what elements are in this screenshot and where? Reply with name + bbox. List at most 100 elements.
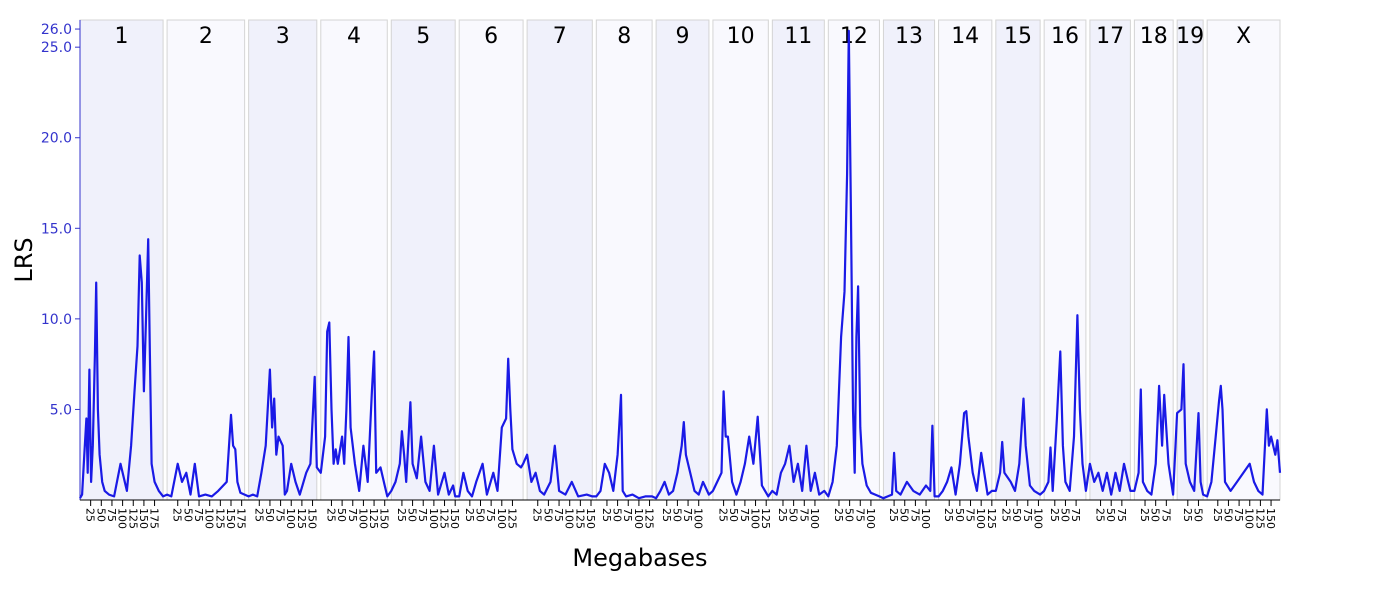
chromosome-label-12: 12 <box>840 24 868 49</box>
x-tick-label-5-150: 150 <box>448 508 461 529</box>
x-tick-label-9-100: 100 <box>692 508 705 529</box>
chromosome-label-6: 6 <box>484 24 498 49</box>
chromosome-label-18: 18 <box>1140 24 1168 49</box>
x-tick-label-8-100: 100 <box>632 508 645 529</box>
x-tick-label-1-25: 25 <box>84 508 97 522</box>
x-tick-label-10-25: 25 <box>717 508 730 522</box>
chromosome-band-10 <box>712 19 769 501</box>
x-tick-label-1-150: 150 <box>137 508 150 529</box>
x-tick-label-3-125: 125 <box>295 508 308 529</box>
x-tick-label-12-75: 75 <box>853 508 866 522</box>
lrs-line <box>79 29 1282 500</box>
x-tick-label-8-50: 50 <box>611 508 624 522</box>
x-tick-label-12-25: 25 <box>832 508 845 522</box>
x-axis-title: Megabases <box>572 544 707 572</box>
x-tick-label-7-150: 150 <box>584 508 597 529</box>
x-tick-label-1-100: 100 <box>116 508 129 529</box>
x-tick-label-2-50: 50 <box>181 508 194 522</box>
x-tick-label-12-100: 100 <box>864 508 877 529</box>
chromosome-band-3 <box>248 19 318 501</box>
x-tick-label-4-75: 75 <box>346 508 359 522</box>
x-tick-label-1-50: 50 <box>94 508 107 522</box>
x-tick-label-14-50: 50 <box>953 508 966 522</box>
chromosome-band-2 <box>166 19 246 501</box>
chromosome-band-11 <box>771 19 825 501</box>
x-tick-label-2-125: 125 <box>213 508 226 529</box>
chromosome-band-15 <box>995 19 1041 501</box>
x-tick-label-X-25: 25 <box>1211 508 1224 522</box>
lrs-series <box>79 29 1282 500</box>
x-tick-label-19-25: 25 <box>1181 508 1194 522</box>
x-tick-label-17-50: 50 <box>1104 508 1117 522</box>
x-tick-label-5-75: 75 <box>416 508 429 522</box>
x-tick-label-5-125: 125 <box>438 508 451 529</box>
x-tick-label-9-50: 50 <box>670 508 683 522</box>
y-tick-label-25.0: 25.0 <box>41 40 72 56</box>
x-tick-label-2-175: 175 <box>235 508 248 529</box>
x-tick-label-9-75: 75 <box>681 508 694 522</box>
x-tick-label-4-100: 100 <box>356 508 369 529</box>
x-tick-label-1-75: 75 <box>105 508 118 522</box>
x-tick-label-9-25: 25 <box>660 508 673 522</box>
x-tick-label-X-125: 125 <box>1253 508 1266 529</box>
x-tick-label-7-100: 100 <box>563 508 576 529</box>
x-tick-label-11-50: 50 <box>787 508 800 522</box>
chromosome-band-7 <box>526 19 593 501</box>
x-tick-label-5-25: 25 <box>395 508 408 522</box>
x-tick-label-X-50: 50 <box>1221 508 1234 522</box>
y-tick-label-10.0: 10.0 <box>41 312 72 328</box>
x-tick-label-19-50: 50 <box>1191 508 1204 522</box>
x-tick-label-15-50: 50 <box>1010 508 1023 522</box>
x-tick-label-3-50: 50 <box>263 508 276 522</box>
x-tick-label-X-150: 150 <box>1264 508 1277 529</box>
x-tick-label-6-100: 100 <box>495 508 508 529</box>
x-tick-label-16-25: 25 <box>1048 508 1061 522</box>
x-tick-label-17-75: 75 <box>1115 508 1128 522</box>
x-tick-label-11-25: 25 <box>776 508 789 522</box>
chromosome-labels: 1 2 3 4 5 6 7 8 9 10 11 12 13 14 15 16 17 18 19 X <box>115 24 1252 49</box>
x-tick-label-8-125: 125 <box>643 508 656 529</box>
chromosome-label-15: 15 <box>1004 24 1032 49</box>
x-tick-label-16-50: 50 <box>1058 508 1071 522</box>
x-tick-label-1-175: 175 <box>148 508 161 529</box>
chromosome-label-2: 2 <box>199 24 213 49</box>
x-tick-label-13-100: 100 <box>919 508 932 529</box>
x-tick-label-17-25: 25 <box>1094 508 1107 522</box>
x-tick-label-7-125: 125 <box>573 508 586 529</box>
chromosome-label-17: 17 <box>1096 24 1124 49</box>
chromosome-band-5 <box>390 19 456 501</box>
chromosome-bands <box>79 19 1281 501</box>
x-tick-label-4-50: 50 <box>335 508 348 522</box>
x-tick-label-14-100: 100 <box>974 508 987 529</box>
x-tick-label-7-75: 75 <box>552 508 565 522</box>
chromosome-label-11: 11 <box>784 24 812 49</box>
chromosome-label-5: 5 <box>416 24 430 49</box>
x-tick-label-5-50: 50 <box>406 508 419 522</box>
x-tick-label-14-75: 75 <box>964 508 977 522</box>
chromosome-label-4: 4 <box>347 24 361 49</box>
y-tick-label-5.0: 5.0 <box>50 402 72 418</box>
x-tick-label-15-25: 25 <box>999 508 1012 522</box>
x-tick-label-6-25: 25 <box>463 508 476 522</box>
chromosome-label-7: 7 <box>553 24 567 49</box>
chromosome-label-13: 13 <box>895 24 923 49</box>
x-tick-label-3-75: 75 <box>274 508 287 522</box>
x-tick-label-16-75: 75 <box>1069 508 1082 522</box>
chromosome-band-13 <box>882 19 936 501</box>
x-tick-label-10-125: 125 <box>759 508 772 529</box>
chromosome-band-8 <box>595 19 653 501</box>
x-tick-label-2-100: 100 <box>203 508 216 529</box>
x-tick-label-3-25: 25 <box>252 508 265 522</box>
x-tick-label-10-100: 100 <box>749 508 762 529</box>
x-tick-label-14-125: 125 <box>985 508 998 529</box>
x-tick-label-3-100: 100 <box>284 508 297 529</box>
chromosome-label-19: 19 <box>1176 24 1204 49</box>
x-tick-label-13-50: 50 <box>898 508 911 522</box>
x-tick-label-12-50: 50 <box>843 508 856 522</box>
x-tick-label-15-100: 100 <box>1031 508 1044 529</box>
x-tick-label-X-75: 75 <box>1232 508 1245 522</box>
x-tick-label-7-25: 25 <box>531 508 544 522</box>
x-tick-label-13-25: 25 <box>887 508 900 522</box>
chromosome-band-14 <box>938 19 993 501</box>
